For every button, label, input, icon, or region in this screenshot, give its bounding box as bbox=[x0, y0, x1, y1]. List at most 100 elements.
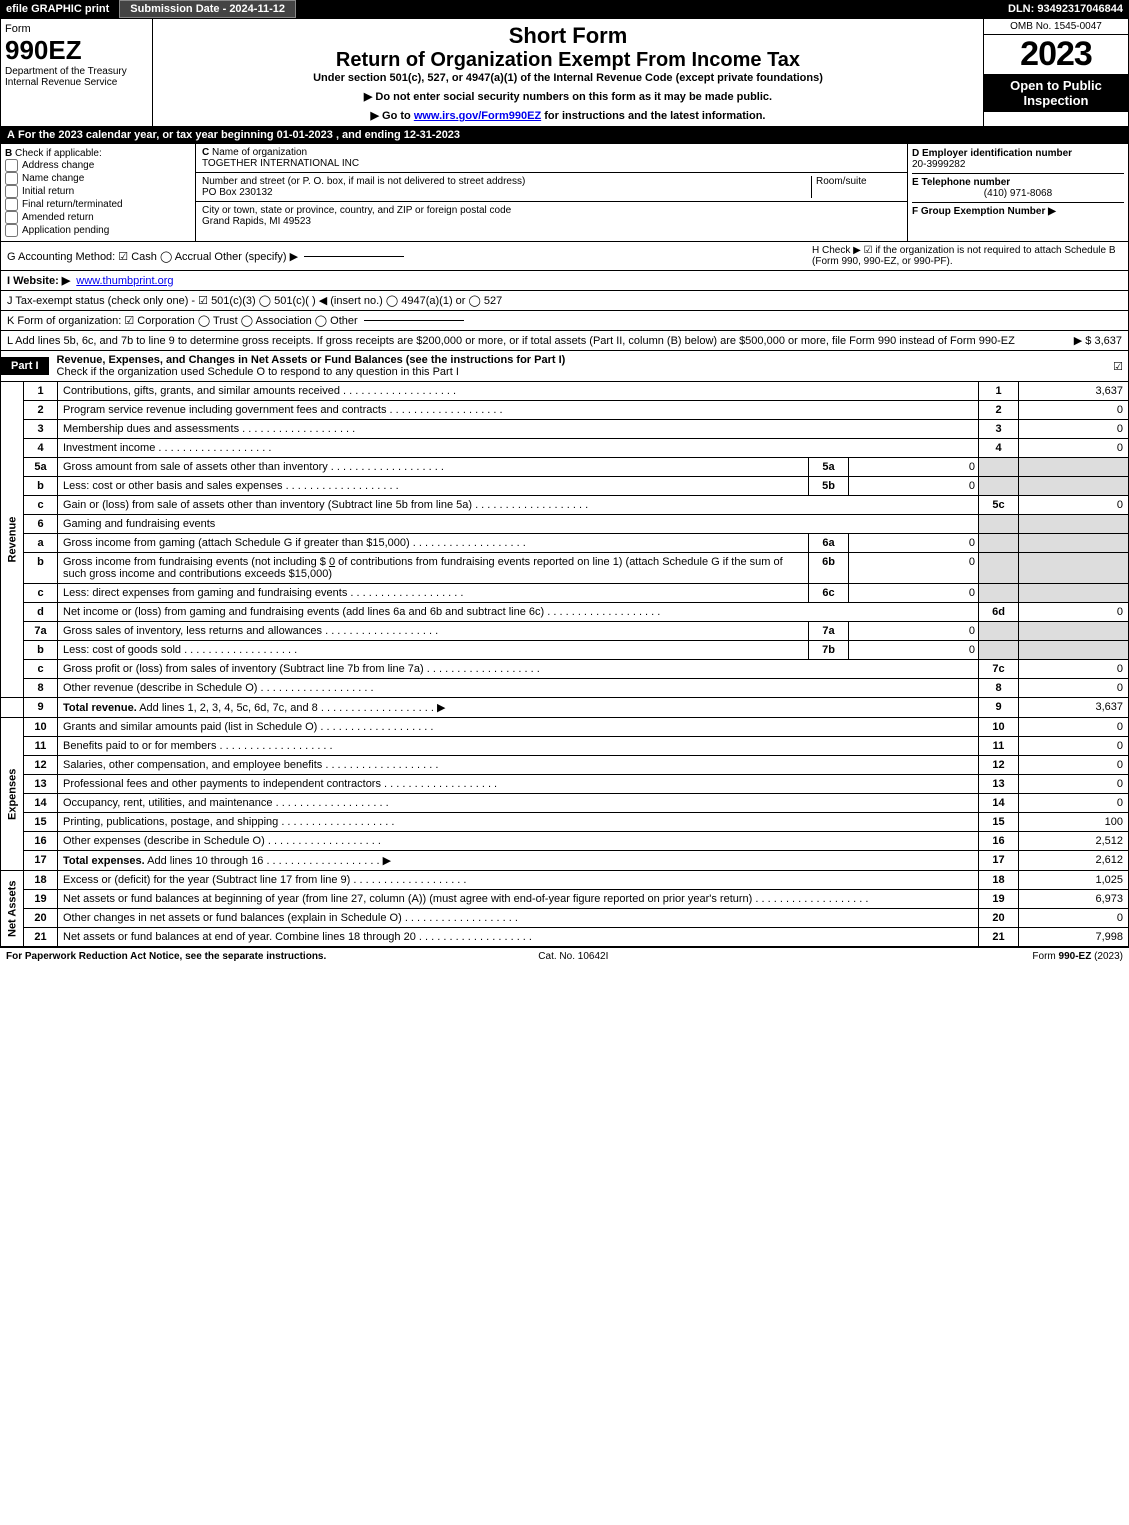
form-title-block: Short Form Return of Organization Exempt… bbox=[153, 19, 983, 126]
line-ref: 20 bbox=[979, 909, 1019, 928]
line-text: Other expenses (describe in Schedule O) bbox=[58, 832, 979, 851]
line-text: Gain or (loss) from sale of assets other… bbox=[58, 496, 979, 515]
goto-link[interactable]: www.irs.gov/Form990EZ bbox=[414, 110, 541, 122]
line-text: Excess or (deficit) for the year (Subtra… bbox=[58, 871, 979, 890]
line-text: Professional fees and other payments to … bbox=[58, 775, 979, 794]
part1-tab: Part I bbox=[1, 357, 49, 375]
submission-date-button[interactable]: Submission Date - 2024-11-12 bbox=[119, 0, 296, 18]
line-ref: 18 bbox=[979, 871, 1019, 890]
line-value: 0 bbox=[1019, 496, 1129, 515]
city-label: City or town, state or province, country… bbox=[202, 205, 511, 216]
line-text: Net assets or fund balances at end of ye… bbox=[58, 928, 979, 947]
line-value: 0 bbox=[1019, 401, 1129, 420]
line-text: Gross income from fundraising events (no… bbox=[58, 553, 979, 584]
vlabel-rev: Revenue bbox=[1, 382, 24, 698]
section-a-bar: A For the 2023 calendar year, or tax yea… bbox=[0, 127, 1129, 144]
line-value: 100 bbox=[1019, 813, 1129, 832]
row-l: L Add lines 5b, 6c, and 7b to line 9 to … bbox=[0, 331, 1129, 351]
line-text: Grants and similar amounts paid (list in… bbox=[58, 718, 979, 737]
street-value: PO Box 230132 bbox=[202, 187, 273, 198]
line-ref: 16 bbox=[979, 832, 1019, 851]
footer-right: Form 990-EZ (2023) bbox=[1032, 951, 1123, 962]
org-name: TOGETHER INTERNATIONAL INC bbox=[202, 158, 359, 169]
row-j: J Tax-exempt status (check only one) - ☑… bbox=[0, 291, 1129, 311]
line-value: 0 bbox=[1019, 718, 1129, 737]
c-label: C bbox=[202, 147, 209, 158]
line-num: 10 bbox=[24, 718, 58, 737]
line-text: Net income or (loss) from gaming and fun… bbox=[58, 603, 979, 622]
line-num: 14 bbox=[24, 794, 58, 813]
other-org-input[interactable] bbox=[364, 320, 464, 321]
goto-pre: ▶ Go to bbox=[371, 110, 414, 122]
line-text: Other revenue (describe in Schedule O) bbox=[58, 679, 979, 698]
line-num: 4 bbox=[24, 439, 58, 458]
row-i: I Website: ▶ www.thumbprint.org bbox=[0, 271, 1129, 291]
line-num: 13 bbox=[24, 775, 58, 794]
line-num: a bbox=[24, 534, 58, 553]
form-code: 990EZ bbox=[5, 35, 148, 66]
line-text: Printing, publications, postage, and shi… bbox=[58, 813, 979, 832]
line-num: b bbox=[24, 553, 58, 584]
line-num: 18 bbox=[24, 871, 58, 890]
part1-checkbox[interactable]: ☑ bbox=[1108, 360, 1128, 373]
form-of-org: K Form of organization: ☑ Corporation ◯ … bbox=[7, 314, 358, 327]
b-label: B bbox=[5, 148, 12, 159]
line-ref: 11 bbox=[979, 737, 1019, 756]
open-inspection: Open to Public Inspection bbox=[984, 74, 1128, 112]
website-link[interactable]: www.thumbprint.org bbox=[76, 275, 173, 287]
line-value: 3,637 bbox=[1019, 382, 1129, 401]
checkbox-application-pending[interactable] bbox=[5, 224, 18, 237]
line-num: 16 bbox=[24, 832, 58, 851]
line-num: 6 bbox=[24, 515, 58, 534]
line-text: Less: direct expenses from gaming and fu… bbox=[58, 584, 979, 603]
vlabel-exp: Expenses bbox=[1, 718, 24, 871]
line-value: 1,025 bbox=[1019, 871, 1129, 890]
checkbox-final-return/terminated[interactable] bbox=[5, 198, 18, 211]
line-ref: 5c bbox=[979, 496, 1019, 515]
line-ref: 1 bbox=[979, 382, 1019, 401]
line-text: Investment income bbox=[58, 439, 979, 458]
line-value: 0 bbox=[1019, 439, 1129, 458]
line-text: Gaming and fundraising events bbox=[58, 515, 979, 534]
line-ref: 2 bbox=[979, 401, 1019, 420]
line-num: c bbox=[24, 496, 58, 515]
tax-year: 2023 bbox=[984, 35, 1128, 74]
line-ref: 12 bbox=[979, 756, 1019, 775]
line-value: 0 bbox=[1019, 909, 1129, 928]
section-c: C Name of organization TOGETHER INTERNAT… bbox=[196, 144, 908, 241]
room-suite: Room/suite bbox=[811, 176, 901, 198]
section-b: B Check if applicable: Address changeNam… bbox=[1, 144, 196, 241]
lines-table: Revenue1Contributions, gifts, grants, an… bbox=[0, 382, 1129, 947]
schedule-b-check: H Check ▶ ☑ if the organization is not r… bbox=[812, 245, 1122, 267]
line-ref: 3 bbox=[979, 420, 1019, 439]
checkbox-amended-return[interactable] bbox=[5, 211, 18, 224]
line-ref: 4 bbox=[979, 439, 1019, 458]
line-text: Other changes in net assets or fund bala… bbox=[58, 909, 979, 928]
line-text: Benefits paid to or for members bbox=[58, 737, 979, 756]
line-text: Less: cost of goods sold7b0 bbox=[58, 641, 979, 660]
omb-number: OMB No. 1545-0047 bbox=[984, 19, 1128, 35]
line-value-shade bbox=[1019, 622, 1129, 641]
website-label: I Website: ▶ bbox=[7, 275, 70, 287]
footer-mid: Cat. No. 10642I bbox=[538, 951, 608, 962]
checkbox-address-change[interactable] bbox=[5, 159, 18, 172]
line-ref: 14 bbox=[979, 794, 1019, 813]
line-value: 0 bbox=[1019, 660, 1129, 679]
line-num: 11 bbox=[24, 737, 58, 756]
irs-label: Internal Revenue Service bbox=[5, 77, 148, 88]
part1-check-text: Check if the organization used Schedule … bbox=[57, 366, 459, 378]
checkbox-name-change[interactable] bbox=[5, 172, 18, 185]
other-specify-input[interactable] bbox=[304, 256, 404, 257]
line-ref-shade bbox=[979, 534, 1019, 553]
line-num: 21 bbox=[24, 928, 58, 947]
line-ref-shade bbox=[979, 584, 1019, 603]
short-form-title: Short Form bbox=[157, 23, 979, 49]
section-a-text: For the 2023 calendar year, or tax year … bbox=[18, 129, 460, 141]
line-num: 15 bbox=[24, 813, 58, 832]
line-num: 5a bbox=[24, 458, 58, 477]
line-value: 0 bbox=[1019, 737, 1129, 756]
line-ref: 21 bbox=[979, 928, 1019, 947]
line-ref-shade bbox=[979, 458, 1019, 477]
line-num: 8 bbox=[24, 679, 58, 698]
checkbox-initial-return[interactable] bbox=[5, 185, 18, 198]
